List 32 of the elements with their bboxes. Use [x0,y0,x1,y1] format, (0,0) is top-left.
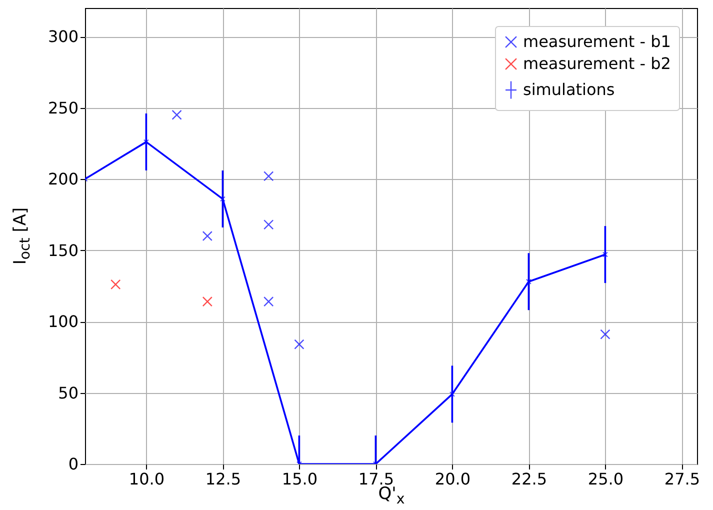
x-tick-label: 20.0 [434,470,471,488]
y-tick-label: 200 [48,170,78,188]
x-tick-label: 22.5 [511,470,548,488]
y-tick-label: 100 [48,312,78,331]
point [220,196,226,202]
y-tick-label: 50 [58,383,78,402]
point [602,252,608,258]
point [202,230,212,242]
point [449,391,455,397]
legend-label: measurement - b2 [523,54,671,73]
y-tick-label: 300 [48,27,78,46]
y-tick-label: 0 [68,454,78,474]
point [264,296,274,307]
y-tick-label: 250 [48,98,78,118]
legend-label: simulations [523,80,615,99]
x-tick-label: 27.5 [664,470,700,488]
point [172,110,182,120]
point [600,329,610,340]
x-tick-label: 25.0 [588,470,624,488]
point [264,220,274,230]
x-tick-label: 12.5 [205,470,242,488]
x-tick-label: 15.0 [282,470,318,488]
point [526,278,532,284]
point [294,339,304,350]
point [202,296,212,307]
x-axis-title: Q'$_{x}$ [378,484,405,508]
y-tick-label: 150 [48,240,78,260]
point [110,279,121,290]
point [143,139,149,145]
x-tick-label: 10.0 [128,470,165,488]
point [264,171,274,182]
legend-label: measurement - b1 [523,32,671,51]
